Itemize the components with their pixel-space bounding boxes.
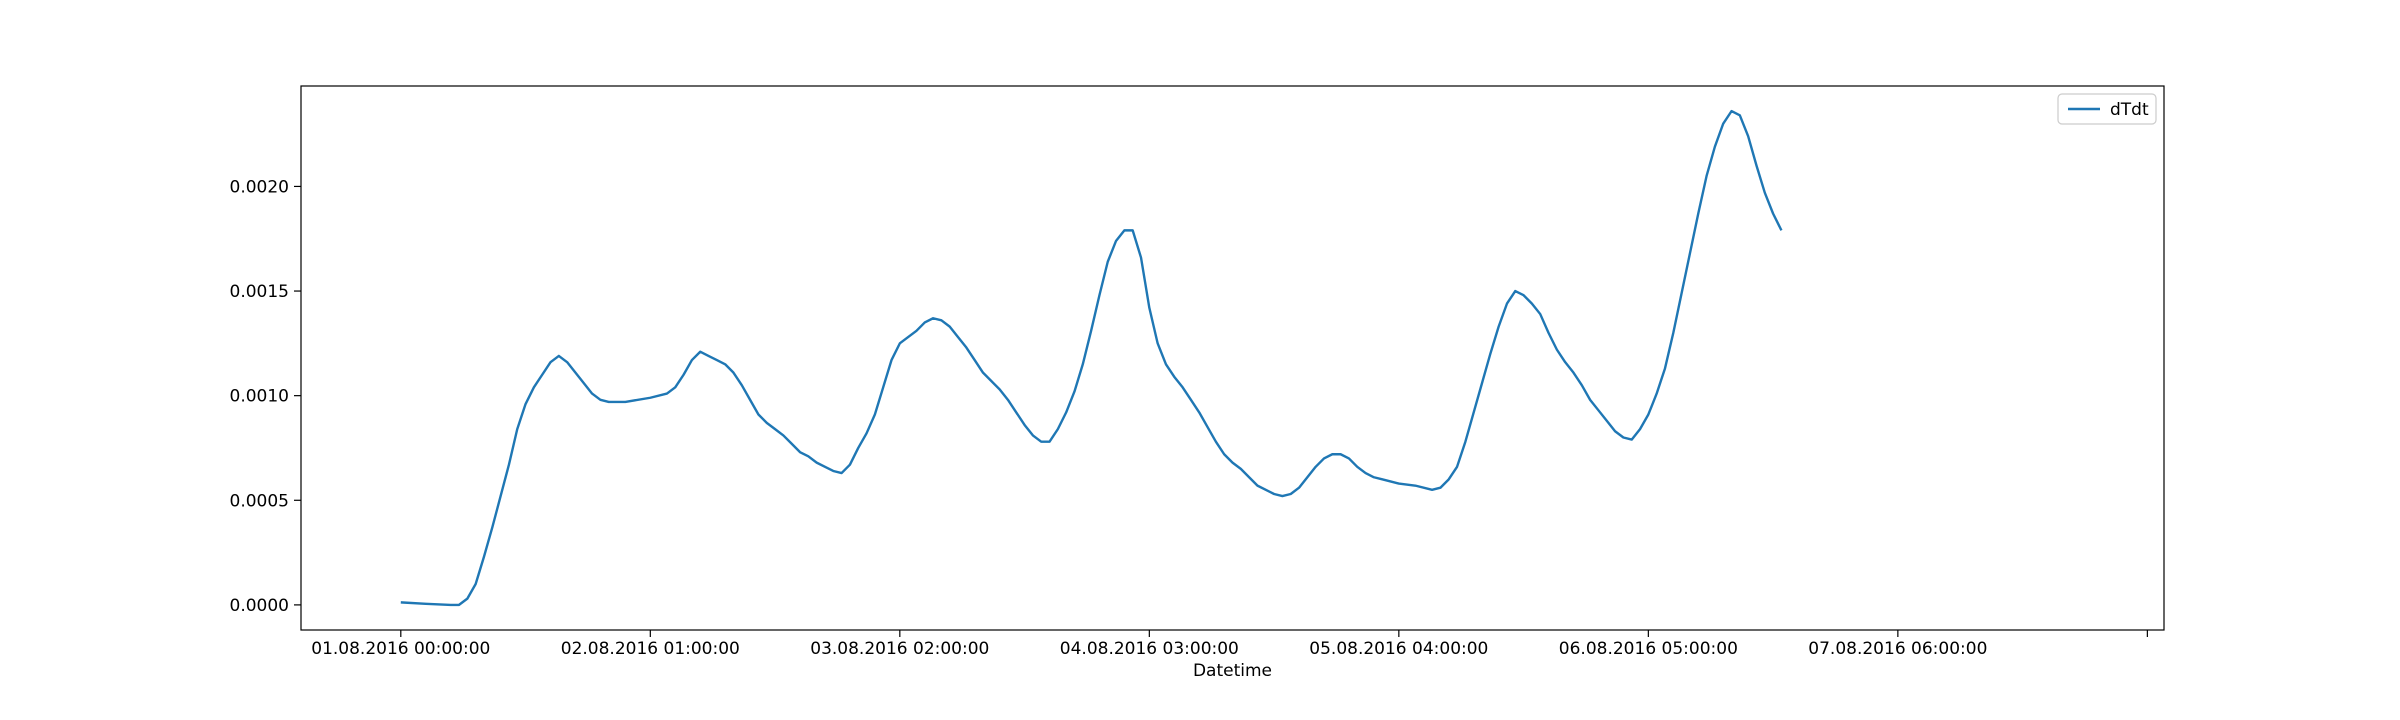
y-tick-label: 0.0000 <box>230 596 289 616</box>
y-tick-label: 0.0005 <box>230 491 289 511</box>
y-tick-label: 0.0010 <box>230 387 289 407</box>
y-tick-label: 0.0020 <box>230 177 289 197</box>
series-line-dTdt <box>400 109 1783 607</box>
x-tick-label: 04.08.2016 03:00:00 <box>1060 639 1239 659</box>
plot-area <box>300 85 2165 631</box>
x-tick-label: 06.08.2016 05:00:00 <box>1559 639 1738 659</box>
y-axis: 0.0000 0.0005 0.0010 0.0015 0.0020 <box>230 177 301 616</box>
y-tick-label: 0.0015 <box>230 282 289 302</box>
plot-frame <box>300 85 2165 631</box>
legend: dTdt <box>2057 93 2157 125</box>
x-tick-label: 05.08.2016 04:00:00 <box>1309 639 1488 659</box>
legend-label: dTdt <box>2110 100 2149 120</box>
x-tick-label: 02.08.2016 01:00:00 <box>561 639 740 659</box>
legend-box <box>2057 93 2157 125</box>
x-tick-label: 01.08.2016 00:00:00 <box>311 639 490 659</box>
x-tick-label: 07.08.2016 06:00:00 <box>1808 639 1987 659</box>
x-axis: 01.08.2016 00:00:00 02.08.2016 01:00:00 03… <box>311 630 2148 659</box>
x-axis-title: Datetime <box>1193 661 1272 681</box>
x-tick-label: 03.08.2016 02:00:00 <box>810 639 989 659</box>
